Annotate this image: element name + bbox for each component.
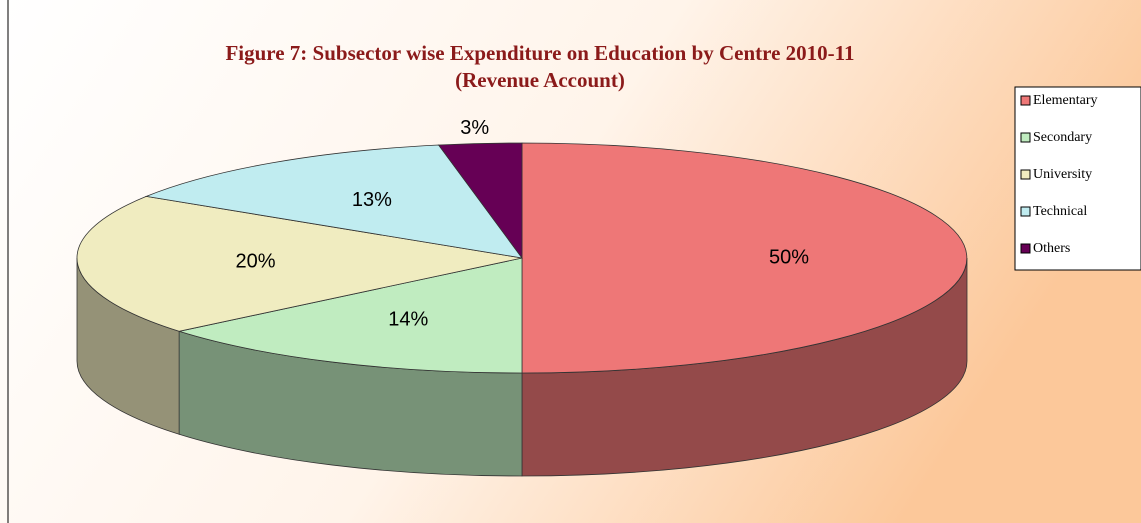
legend-label: Elementary bbox=[1033, 93, 1098, 108]
slice bbox=[437, 142, 523, 260]
data-label: 14% bbox=[388, 309, 428, 331]
legend bbox=[1014, 86, 1141, 271]
legend-label: Others bbox=[1033, 241, 1070, 256]
chart-subtitle: (Revenue Account) bbox=[455, 68, 625, 92]
slice bbox=[144, 144, 523, 259]
data-label: 50% bbox=[769, 246, 809, 268]
slice bbox=[76, 195, 523, 332]
legend-swatch bbox=[1020, 169, 1031, 180]
data-label: 20% bbox=[236, 251, 276, 273]
legend-label: Technical bbox=[1033, 204, 1087, 219]
data-label: 3% bbox=[460, 117, 489, 139]
slice bbox=[521, 142, 968, 374]
legend-swatch bbox=[1020, 132, 1031, 143]
legend-swatch bbox=[1020, 95, 1031, 106]
legend-label: University bbox=[1033, 167, 1092, 182]
legend-swatch bbox=[1020, 206, 1031, 217]
data-label: 13% bbox=[352, 189, 392, 211]
legend-label: Secondary bbox=[1033, 130, 1092, 145]
legend-swatch bbox=[1020, 243, 1031, 254]
chart-title: Figure 7: Subsector wise Expenditure on … bbox=[225, 41, 854, 65]
slice bbox=[177, 257, 523, 374]
